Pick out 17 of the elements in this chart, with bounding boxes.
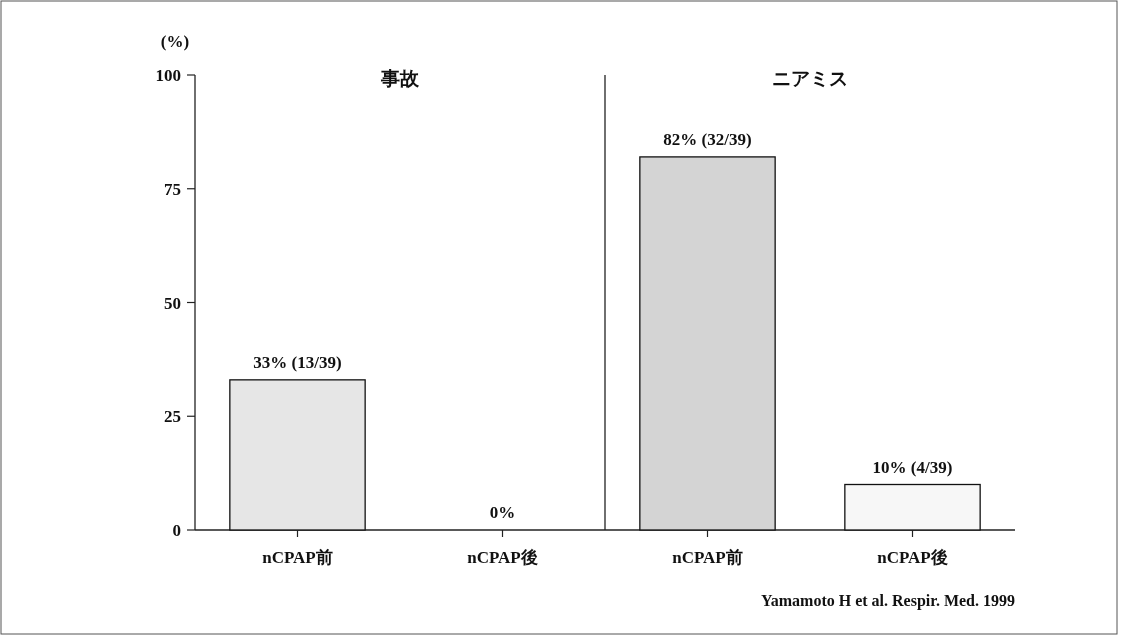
data-label: 10% (4/39)	[872, 457, 953, 477]
y-tick-label: 50	[164, 293, 181, 313]
text: Yamamoto H et al. Respir. Med. 1999	[760, 592, 1015, 610]
y-tick-label: 100	[155, 66, 181, 85]
data-label: 82% (32/39)	[663, 129, 752, 149]
data-label: 0%	[489, 503, 516, 522]
y-axis-title: (%)	[160, 32, 190, 51]
x-tick-label: nCPAP後	[467, 548, 538, 567]
y-tick-label: 25	[164, 407, 181, 427]
x-tick-label: nCPAP前	[672, 548, 743, 567]
data-label: 33% (13/39)	[253, 352, 342, 372]
chart-title: 事故	[380, 68, 420, 89]
chart-title: ニアミス	[772, 68, 848, 89]
y-tick-label: 75	[164, 179, 181, 199]
x-tick-label: nCPAP前	[262, 548, 333, 567]
y-tick-label: 0	[172, 521, 181, 540]
x-tick-label: nCPAP後	[877, 548, 948, 567]
